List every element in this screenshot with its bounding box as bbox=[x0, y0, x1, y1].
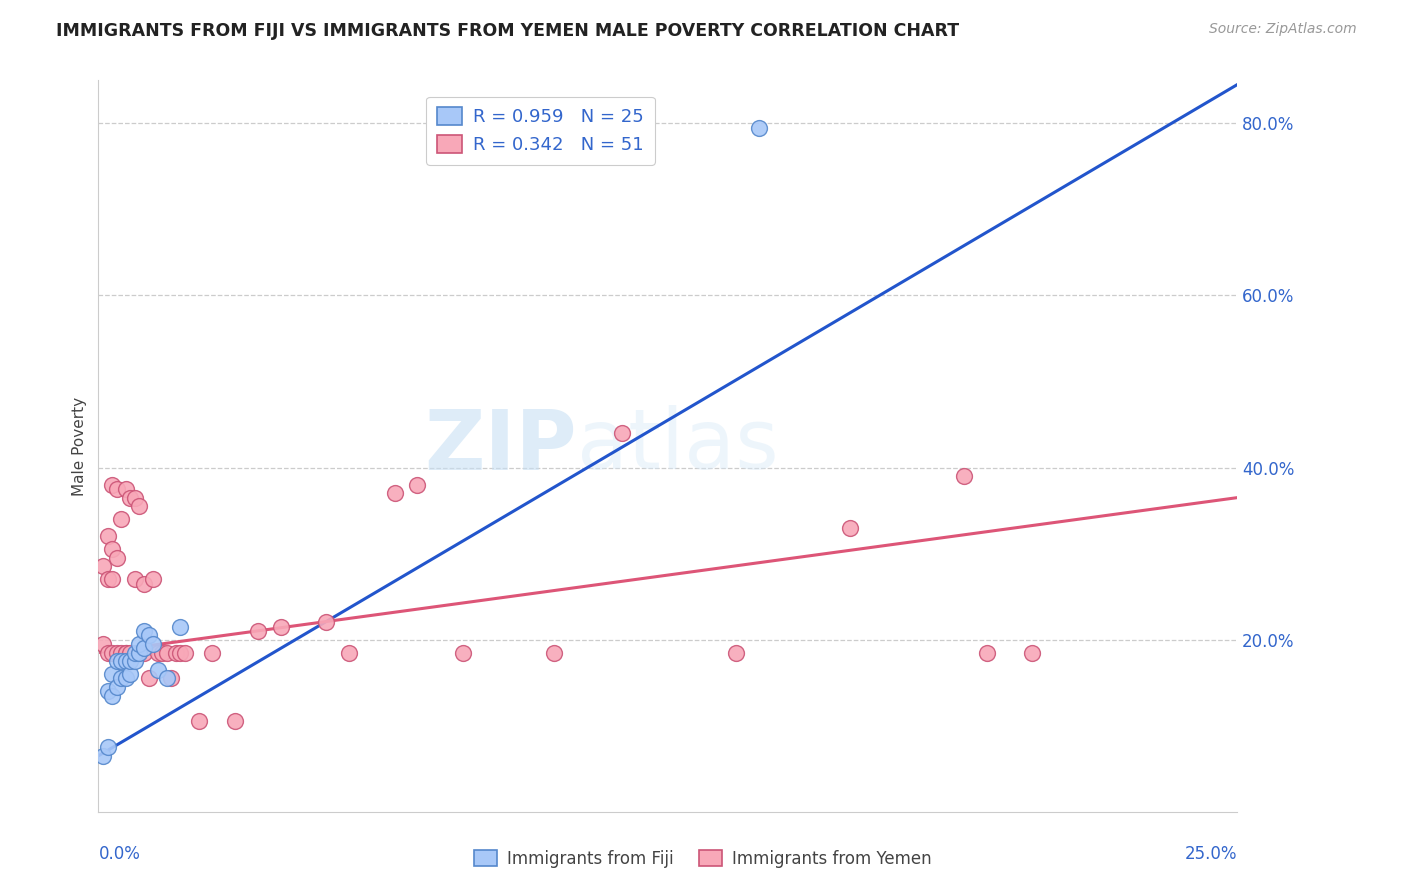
Point bbox=[142, 637, 165, 651]
Point bbox=[91, 637, 114, 651]
Point bbox=[142, 573, 165, 587]
Point bbox=[114, 482, 136, 496]
Point bbox=[120, 654, 142, 668]
Text: Source: ZipAtlas.com: Source: ZipAtlas.com bbox=[1209, 22, 1357, 37]
Point bbox=[105, 654, 128, 668]
Point bbox=[315, 615, 337, 630]
Point bbox=[114, 654, 136, 668]
Point bbox=[138, 671, 160, 685]
Point bbox=[748, 120, 770, 135]
Point bbox=[146, 646, 169, 660]
Point bbox=[169, 646, 191, 660]
Text: atlas: atlas bbox=[576, 406, 779, 486]
Point bbox=[101, 689, 124, 703]
Point bbox=[120, 667, 142, 681]
Point bbox=[201, 646, 224, 660]
Point bbox=[105, 646, 128, 660]
Point bbox=[953, 469, 976, 483]
Point bbox=[169, 620, 191, 634]
Point bbox=[124, 573, 146, 587]
Text: ZIP: ZIP bbox=[425, 406, 576, 486]
Point bbox=[124, 491, 146, 505]
Point bbox=[156, 671, 179, 685]
Point bbox=[1021, 646, 1043, 660]
Point bbox=[105, 482, 128, 496]
Point bbox=[132, 641, 155, 656]
Point bbox=[120, 646, 142, 660]
Point bbox=[976, 646, 998, 660]
Point bbox=[101, 573, 124, 587]
Point bbox=[337, 646, 360, 660]
Point bbox=[132, 624, 155, 638]
Point bbox=[224, 714, 246, 729]
Point bbox=[150, 646, 173, 660]
Text: 0.0%: 0.0% bbox=[98, 845, 141, 863]
Point bbox=[128, 500, 150, 514]
Point bbox=[110, 646, 132, 660]
Point bbox=[543, 646, 565, 660]
Point bbox=[114, 671, 136, 685]
Point bbox=[132, 646, 155, 660]
Point bbox=[174, 646, 197, 660]
Point bbox=[101, 667, 124, 681]
Point bbox=[91, 559, 114, 574]
Point bbox=[839, 521, 862, 535]
Point bbox=[124, 654, 146, 668]
Point bbox=[725, 646, 748, 660]
Point bbox=[91, 748, 114, 763]
Point bbox=[451, 646, 474, 660]
Point bbox=[101, 542, 124, 557]
Point bbox=[138, 628, 160, 642]
Point bbox=[270, 620, 292, 634]
Point bbox=[165, 646, 187, 660]
Text: IMMIGRANTS FROM FIJI VS IMMIGRANTS FROM YEMEN MALE POVERTY CORRELATION CHART: IMMIGRANTS FROM FIJI VS IMMIGRANTS FROM … bbox=[56, 22, 959, 40]
Point bbox=[120, 491, 142, 505]
Point bbox=[96, 573, 118, 587]
Point bbox=[160, 671, 183, 685]
Point bbox=[101, 646, 124, 660]
Point bbox=[105, 550, 128, 565]
Point bbox=[110, 654, 132, 668]
Point bbox=[384, 486, 406, 500]
Point bbox=[105, 680, 128, 694]
Point bbox=[146, 663, 169, 677]
Point bbox=[96, 740, 118, 755]
Point bbox=[101, 477, 124, 491]
Legend: Immigrants from Fiji, Immigrants from Yemen: Immigrants from Fiji, Immigrants from Ye… bbox=[467, 844, 939, 875]
Point bbox=[187, 714, 209, 729]
Point bbox=[612, 426, 634, 441]
Point bbox=[156, 646, 179, 660]
Point bbox=[96, 684, 118, 698]
Point bbox=[406, 477, 429, 491]
Point bbox=[114, 646, 136, 660]
Point bbox=[96, 529, 118, 543]
Point bbox=[246, 624, 269, 638]
Y-axis label: Male Poverty: Male Poverty bbox=[72, 396, 87, 496]
Point bbox=[128, 646, 150, 660]
Point bbox=[128, 637, 150, 651]
Point bbox=[110, 512, 132, 526]
Point bbox=[110, 671, 132, 685]
Point bbox=[128, 646, 150, 660]
Legend: R = 0.959   N = 25, R = 0.342   N = 51: R = 0.959 N = 25, R = 0.342 N = 51 bbox=[426, 96, 655, 165]
Point bbox=[96, 646, 118, 660]
Point bbox=[124, 646, 146, 660]
Point bbox=[114, 646, 136, 660]
Point bbox=[132, 576, 155, 591]
Text: 25.0%: 25.0% bbox=[1185, 845, 1237, 863]
